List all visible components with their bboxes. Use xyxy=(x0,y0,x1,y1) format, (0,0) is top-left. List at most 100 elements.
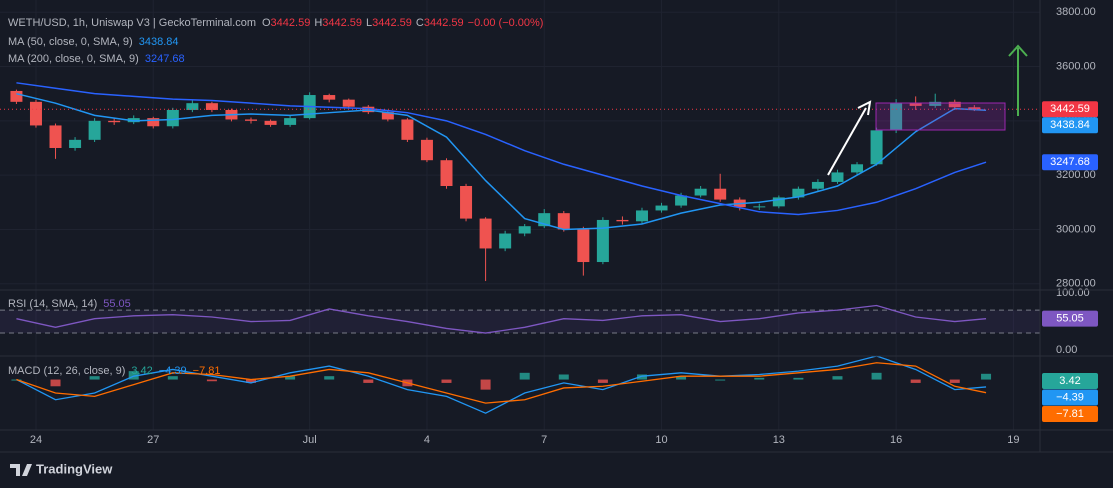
marks xyxy=(0,82,1040,414)
ohlc-value: 3442.59 xyxy=(271,17,311,29)
brand-name: TradingView xyxy=(36,461,113,476)
ma-name: MA (50, close, 0, SMA, 9) xyxy=(8,36,133,48)
histogram-bar xyxy=(715,379,726,381)
x-tick-label: 16 xyxy=(890,434,902,446)
y-tick-label: 3800.00 xyxy=(1056,6,1096,18)
candle-body xyxy=(811,181,824,189)
histogram-bar xyxy=(285,376,296,380)
brand-logo xyxy=(10,464,32,476)
histogram-bar xyxy=(871,372,882,380)
candle-body xyxy=(616,219,629,222)
x-tick-label: 19 xyxy=(1007,434,1019,446)
ohlc-value: 3442.59 xyxy=(372,17,412,29)
candle-body xyxy=(342,99,355,107)
histogram-bar xyxy=(597,379,608,383)
ma-line xyxy=(16,82,987,216)
y-tick-label: 3600.00 xyxy=(1056,60,1096,72)
hist-value: 3.42 xyxy=(131,365,152,377)
y-tick-label: 100.00 xyxy=(1056,287,1090,299)
candle-body xyxy=(381,112,394,120)
price-badge-label: −7.81 xyxy=(1056,408,1084,420)
candle-body xyxy=(948,101,961,108)
rsi-value: 55.05 xyxy=(103,298,131,310)
price-badge-label: 55.05 xyxy=(1056,313,1084,325)
x-tick-label: Jul xyxy=(303,434,317,446)
histogram-bar xyxy=(676,376,687,380)
rsi-line xyxy=(16,304,987,334)
candle-body xyxy=(596,219,609,263)
price-badge-label: 3438.84 xyxy=(1050,119,1090,131)
histogram-bar xyxy=(89,376,100,380)
candle-body xyxy=(870,130,883,165)
histogram-bar xyxy=(636,374,647,380)
ohlc-label: H xyxy=(314,17,322,29)
signal-value: −7.81 xyxy=(193,365,221,377)
histogram-bar xyxy=(793,377,804,380)
macd-name: MACD (12, 26, close, 9) xyxy=(8,365,125,377)
macd-line xyxy=(16,362,987,404)
y-tick-label: 3000.00 xyxy=(1056,223,1096,235)
candle-body xyxy=(909,103,922,106)
rsi-band xyxy=(0,310,1040,334)
candle-body xyxy=(186,103,199,110)
x-tick-label: 7 xyxy=(541,434,547,446)
ohlc-label: C xyxy=(416,17,424,29)
legend-ma: MA (200, close, 0, SMA, 9) 3247.68 xyxy=(8,53,185,65)
badges: 3442.59 3438.84 3247.68 55.05 3.42 −4.39 −7.81 xyxy=(1042,101,1098,422)
histogram-bar xyxy=(128,371,139,380)
candle-body xyxy=(49,125,62,148)
price-badge-label: 3442.59 xyxy=(1050,103,1090,115)
histogram-bar xyxy=(949,379,960,383)
candle-body xyxy=(831,172,844,182)
candle-body xyxy=(88,120,101,140)
histogram-bar xyxy=(832,376,843,380)
candle-body xyxy=(108,120,121,123)
candle-body xyxy=(714,188,727,200)
candle-body xyxy=(323,95,336,100)
histogram-bar xyxy=(50,379,61,387)
arrow-drawing xyxy=(827,107,867,176)
ohlc-value: 3442.59 xyxy=(322,17,362,29)
candle-body xyxy=(557,213,570,230)
histogram-bar xyxy=(206,379,217,382)
candle-body xyxy=(890,103,903,131)
arrow-head xyxy=(1008,44,1028,57)
price-badge xyxy=(1042,389,1098,406)
histogram-bar xyxy=(754,377,765,380)
x-tick-label: 10 xyxy=(655,434,667,446)
ma-value: 3438.84 xyxy=(139,36,179,48)
candle-body xyxy=(420,139,433,161)
legend-main: WETH/USD, 1h, Uniswap V3 | GeckoTerminal… xyxy=(8,17,543,29)
change: −0.00 (−0.00%) xyxy=(468,17,544,29)
price-badge xyxy=(1042,373,1098,389)
candle-body xyxy=(929,101,942,106)
histogram-bar xyxy=(363,379,374,383)
x-tick-label: 13 xyxy=(773,434,785,446)
macd-line xyxy=(16,355,987,414)
candle-body xyxy=(166,109,179,127)
macd-value: −4.39 xyxy=(159,365,187,377)
histogram-bar xyxy=(910,379,921,383)
legend-ma: MA (50, close, 0, SMA, 9) 3438.84 xyxy=(8,36,178,48)
ohlc-label: O xyxy=(262,17,271,29)
candle-body xyxy=(29,101,42,126)
y-tick-label: 0.00 xyxy=(1056,344,1077,356)
candle-body xyxy=(655,205,668,211)
candle-body xyxy=(264,120,277,125)
box-drawing xyxy=(875,102,1006,131)
candle-body xyxy=(792,188,805,198)
candle-body xyxy=(401,119,414,140)
x-tick-label: 4 xyxy=(424,434,430,446)
legend-macd: MACD (12, 26, close, 9) 3.42 −4.39 −7.81 xyxy=(8,365,220,377)
price-badge xyxy=(1042,101,1098,118)
histogram-bar xyxy=(246,379,257,383)
candle-body xyxy=(460,186,473,219)
candle-body xyxy=(518,226,531,234)
price-badge xyxy=(1042,117,1098,134)
candle-body xyxy=(753,206,766,208)
brand: TradingView xyxy=(10,461,113,476)
symbol-title: WETH/USD, 1h, Uniswap V3 | GeckoTerminal… xyxy=(8,17,256,29)
histogram-bar xyxy=(441,379,452,383)
histogram-bar xyxy=(324,376,335,380)
